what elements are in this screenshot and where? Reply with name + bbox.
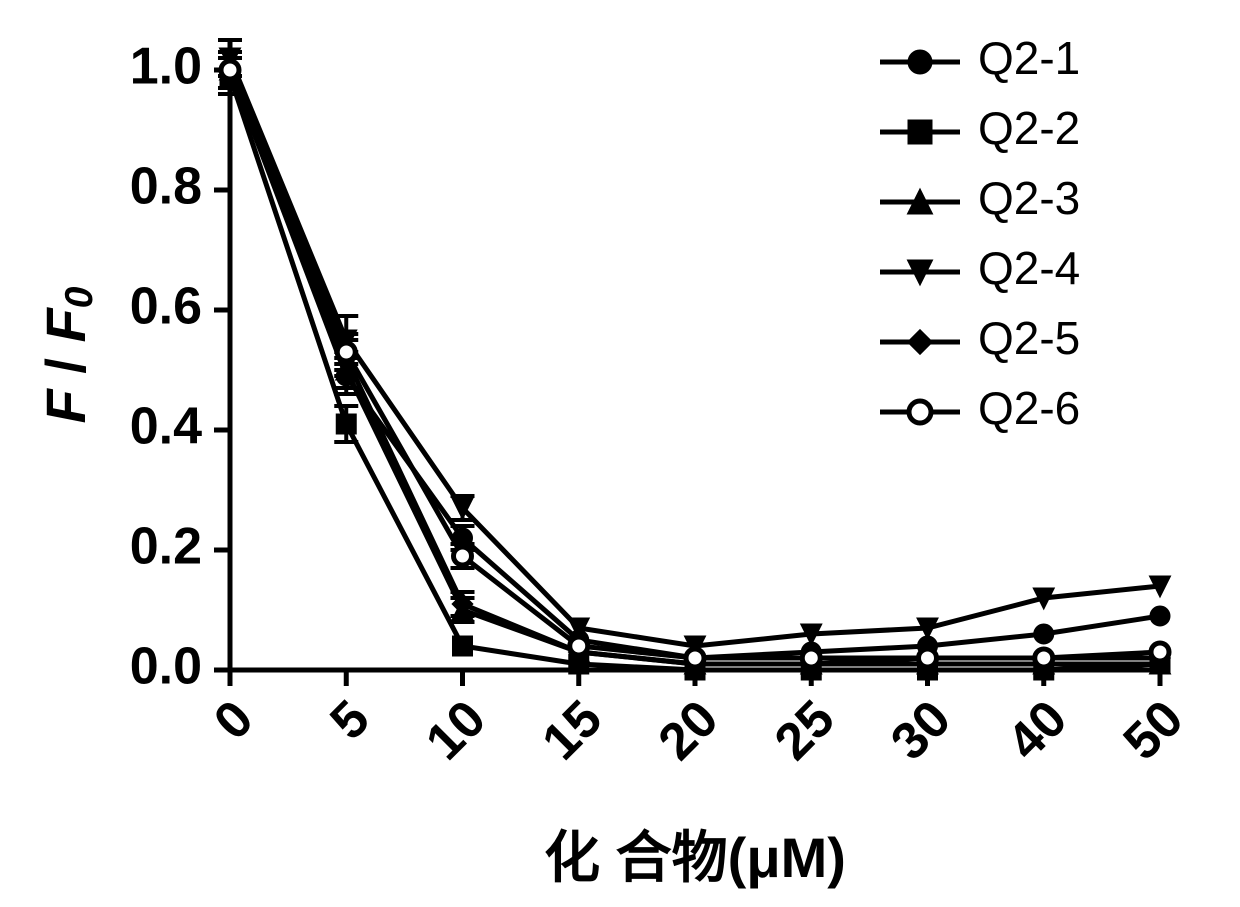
y-tick-label: 0.6 [130,278,202,336]
chart-container: 0.00.20.40.60.81.00510152025304050F / F0… [0,0,1240,907]
legend-label: Q2-3 [978,172,1080,224]
y-tick-label: 1.0 [130,38,202,96]
y-tick-label: 0.8 [130,158,202,216]
legend-label: Q2-6 [978,382,1080,434]
y-tick-label: 0.0 [130,638,202,696]
y-tick-label: 0.4 [130,398,202,456]
x-axis-label: 化 合物(μM) [544,826,846,889]
legend-label: Q2-4 [978,242,1080,294]
legend-label: Q2-5 [978,312,1080,364]
chart-svg: 0.00.20.40.60.81.00510152025304050F / F0… [0,0,1240,907]
legend-label: Q2-2 [978,102,1080,154]
legend-label: Q2-1 [978,32,1080,84]
y-tick-label: 0.2 [130,518,202,576]
